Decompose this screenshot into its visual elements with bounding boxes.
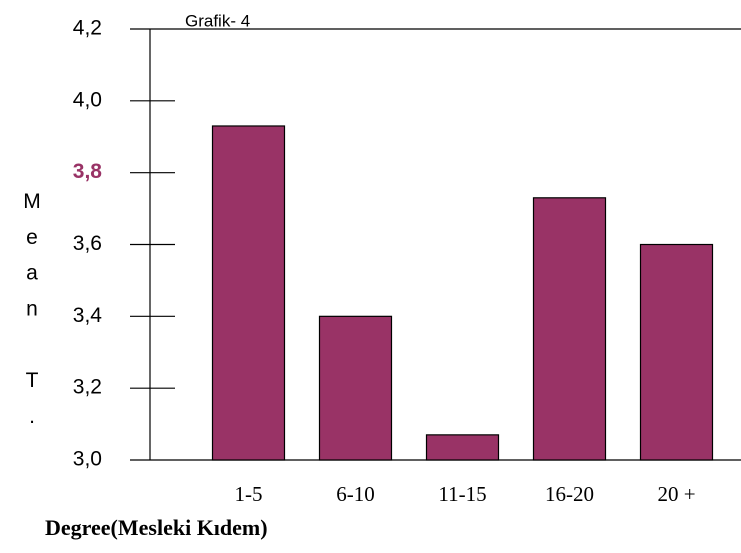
bar — [318, 315, 393, 461]
bar — [211, 125, 286, 461]
bar — [639, 243, 714, 461]
y-tick-label: 3,8 — [73, 160, 103, 183]
bar — [425, 434, 500, 461]
chart-title: Grafik- 4 — [185, 11, 250, 30]
x-tick-label: 1-5 — [235, 482, 263, 506]
y-tick-label: 4,2 — [73, 17, 102, 40]
y-tick-label: 3,0 — [73, 448, 102, 471]
x-tick-label: 6-10 — [336, 482, 375, 506]
y-tick-label: 3,2 — [73, 376, 102, 399]
y-tick-label: 3,6 — [73, 232, 102, 255]
x-tick-label: 20 + — [657, 482, 695, 506]
y-tick-label: 4,0 — [73, 88, 102, 111]
bar — [532, 197, 607, 461]
x-tick-label: 11-15 — [438, 482, 486, 506]
y-tick-label: 3,4 — [73, 304, 103, 327]
x-tick-label: 16-20 — [545, 482, 594, 506]
x-axis-label: Degree(Mesleki Kıdem) — [45, 515, 268, 540]
